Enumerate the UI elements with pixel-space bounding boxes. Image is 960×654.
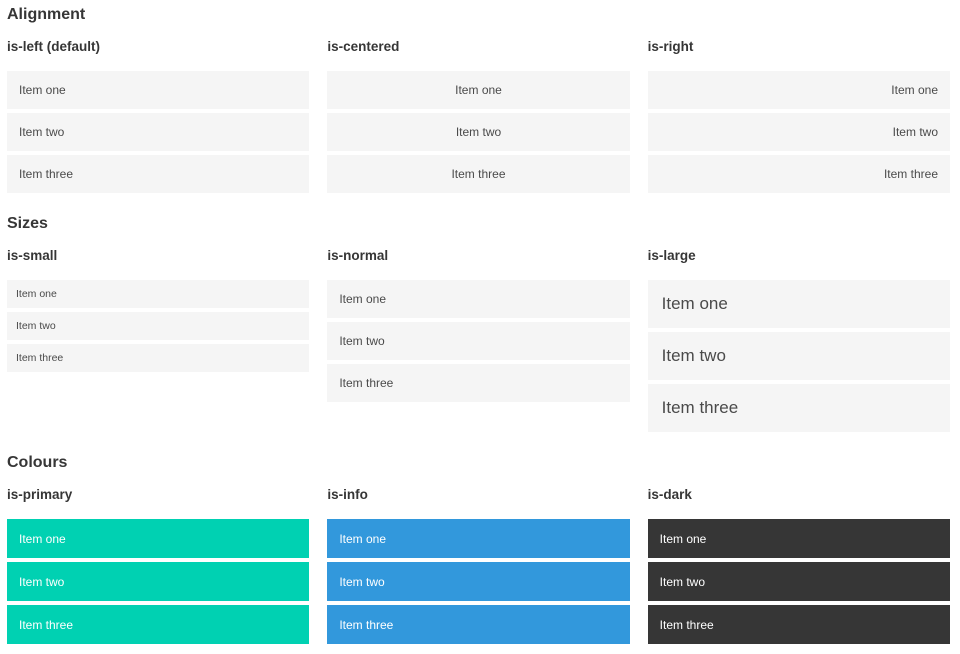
list-item: Item one [327,71,630,109]
column-is-info: is-info Item one Item two Item three [327,486,630,644]
list-item: Item two [7,562,310,601]
sizes-columns: is-small Item one Item two Item three is… [7,247,950,432]
column-is-centered: is-centered Item one Item two Item three [327,38,630,193]
variant-heading-is-right: is-right [647,39,694,54]
list-item: Item three [327,605,630,644]
list-item: Item one [327,280,630,318]
list-item: Item one [647,71,950,109]
list-item: Item three [327,155,630,193]
list-item: Item one [327,519,630,558]
list-item: Item three [647,605,950,644]
list-is-centered: Item one Item two Item three [327,71,630,193]
section-title-colours: Colours [7,454,68,471]
section-alignment: Alignment is-left (default) Item one Ite… [7,5,950,193]
list-item: Item one [7,71,310,109]
section-sizes: Sizes is-small Item one Item two Item th… [7,214,950,432]
list-item: Item two [647,332,950,380]
colours-columns: is-primary Item one Item two Item three … [7,486,950,644]
variant-heading-is-left: is-left (default) [7,39,100,54]
column-is-large: is-large Item one Item two Item three [647,247,950,432]
list-item: Item two [327,113,630,151]
variant-heading-is-info: is-info [327,487,368,502]
list-item: Item one [7,519,310,558]
variant-heading-is-normal: is-normal [327,248,389,263]
list-item: Item three [7,344,310,372]
list-is-right: Item one Item two Item three [647,71,950,193]
variant-heading-is-dark: is-dark [647,487,692,502]
list-item: Item one [647,280,950,328]
column-is-small: is-small Item one Item two Item three [7,247,310,372]
alignment-columns: is-left (default) Item one Item two Item… [7,38,950,193]
column-is-left: is-left (default) Item one Item two Item… [7,38,310,193]
list-is-large: Item one Item two Item three [647,280,950,432]
section-title-alignment: Alignment [7,6,86,23]
list-item: Item two [647,113,950,151]
list-is-info: Item one Item two Item three [327,519,630,644]
list-item: Item three [647,155,950,193]
variant-heading-is-centered: is-centered [327,39,400,54]
list-item: Item two [647,562,950,601]
list-item: Item two [327,322,630,360]
list-item: Item three [7,605,310,644]
section-title-sizes: Sizes [7,215,48,232]
column-is-primary: is-primary Item one Item two Item three [7,486,310,644]
variant-heading-is-primary: is-primary [7,487,73,502]
variant-heading-is-small: is-small [7,248,58,263]
list-is-normal: Item one Item two Item three [327,280,630,402]
column-is-normal: is-normal Item one Item two Item three [327,247,630,402]
list-item: Item three [647,384,950,432]
column-is-dark: is-dark Item one Item two Item three [647,486,950,644]
list-is-primary: Item one Item two Item three [7,519,310,644]
variant-heading-is-large: is-large [647,248,696,263]
list-item: Item one [7,280,310,308]
list-item: Item three [7,155,310,193]
list-item: Item two [7,312,310,340]
section-colours: Colours is-primary Item one Item two Ite… [7,453,950,644]
list-item: Item one [647,519,950,558]
list-is-small: Item one Item two Item three [7,280,310,372]
list-item: Item two [327,562,630,601]
list-item: Item two [7,113,310,151]
list-is-dark: Item one Item two Item three [647,519,950,644]
list-is-left: Item one Item two Item three [7,71,310,193]
column-is-right: is-right Item one Item two Item three [647,38,950,193]
list-item: Item three [327,364,630,402]
